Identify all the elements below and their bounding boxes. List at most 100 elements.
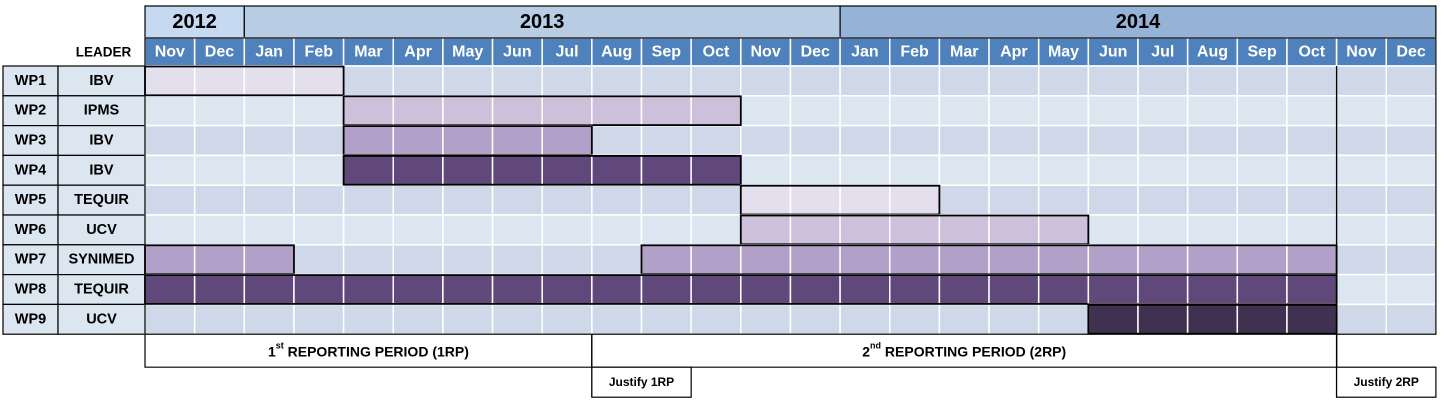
grid-cell [1186,214,1239,246]
month-header-cell [938,37,990,67]
grid-cell [1087,154,1139,186]
wp-leader-cell [57,184,146,216]
grid-cell [392,214,444,246]
reporting-period-label: 2nd REPORTING PERIOD (2RP) [862,341,1066,360]
task-bar-cell [193,65,246,97]
task-bar-cell [889,214,941,246]
grid-cell [690,184,742,216]
grid-cell [1137,184,1189,216]
leader-header: LEADER [76,45,132,60]
task-bar-cell [442,273,494,306]
wp-id-label: WP8 [15,282,46,298]
wp-leader-label: IPMS [84,103,120,119]
justify-box [1335,366,1437,398]
year-header-cell [243,5,841,39]
grid-cell [541,244,593,276]
grid-cell [591,124,643,157]
grid-cell [491,303,543,335]
grid-cell [193,303,246,335]
wp-id-cell [2,274,59,306]
grid-cell [1236,154,1288,186]
grid-cell [789,303,841,335]
wp-id-cell [2,95,59,127]
month-header-cell [889,37,941,67]
grid-cell [640,184,692,216]
grid-border [144,37,1437,335]
grid-cell [1385,244,1437,276]
grid-cell [293,184,345,216]
month-label: Jan [255,44,283,61]
grid-cell [1137,154,1189,186]
grid-cell [1335,244,1387,276]
grid-cell [243,214,295,246]
month-header-cell [541,37,593,67]
grid-cell [740,124,792,157]
grid-cell [193,95,246,127]
task-bar-cell [889,184,941,216]
task-bar-cell [541,154,593,186]
grid-cell [1137,124,1189,157]
grid-cell [1236,124,1288,157]
justify-label: Justify 1RP [609,375,674,389]
grid-cell [541,65,593,97]
grid-cell [1385,273,1437,306]
grid-cell [839,65,891,97]
grid-cell [640,214,692,246]
task-bar-cell [243,65,295,97]
task-bar-cell [144,244,196,276]
task-bar-cell [491,95,543,127]
grid-cell [193,214,246,246]
task-bar-cell [243,244,295,276]
task-bar-cell [342,124,395,157]
grid-cell [342,214,395,246]
grid-cell [193,184,246,216]
grid-cell [591,65,643,97]
task-bar-wp4 [342,154,742,186]
wp-id-label: WP7 [15,252,46,268]
grid-cell [144,214,196,246]
task-bar-cell [193,273,246,306]
grid-cell [243,95,295,127]
month-label: Dec [205,44,234,61]
task-bar-cell [193,244,246,276]
grid-cell [342,65,395,97]
task-bar-cell [740,214,792,246]
grid-cell [889,65,941,97]
task-bar-cell [442,154,494,186]
month-label: Apr [404,44,432,61]
task-bar-cell [541,273,593,306]
grid-cell [293,154,345,186]
month-label: Jul [1151,44,1174,61]
year-label: 2012 [172,11,217,33]
wp-leader-label: TEQUIR [74,192,129,208]
task-bar-cell [243,273,295,306]
grid-cell [988,95,1040,127]
year-header-cell [144,5,245,39]
grid-cell [293,95,345,127]
grid-cell [1286,154,1338,186]
grid-cell [1236,184,1288,216]
task-bar-cell [1137,244,1189,276]
task-bar-cell [1087,303,1139,335]
task-bar-cell [938,273,990,306]
wp-id-cell [2,214,59,246]
month-label: Nov [155,44,185,61]
wp-id-cell [2,154,59,186]
month-label: Oct [1298,44,1325,61]
grid-cell [938,124,990,157]
wp-id-cell [2,124,59,156]
task-bar-cell [1137,273,1189,306]
task-bar-cell [889,273,941,306]
wp-leader-cell [57,124,146,156]
month-label: Mar [354,44,382,61]
grid-cell [392,303,444,335]
grid-cell [988,124,1040,157]
grid-cell [740,95,792,127]
grid-cell [938,154,990,186]
task-bar-cell [342,154,395,186]
month-header-cell [243,37,295,67]
wp-leader-cell [57,154,146,186]
task-bar-cell [1037,244,1090,276]
task-bar-cell [1286,303,1338,335]
grid-cell [1186,184,1239,216]
